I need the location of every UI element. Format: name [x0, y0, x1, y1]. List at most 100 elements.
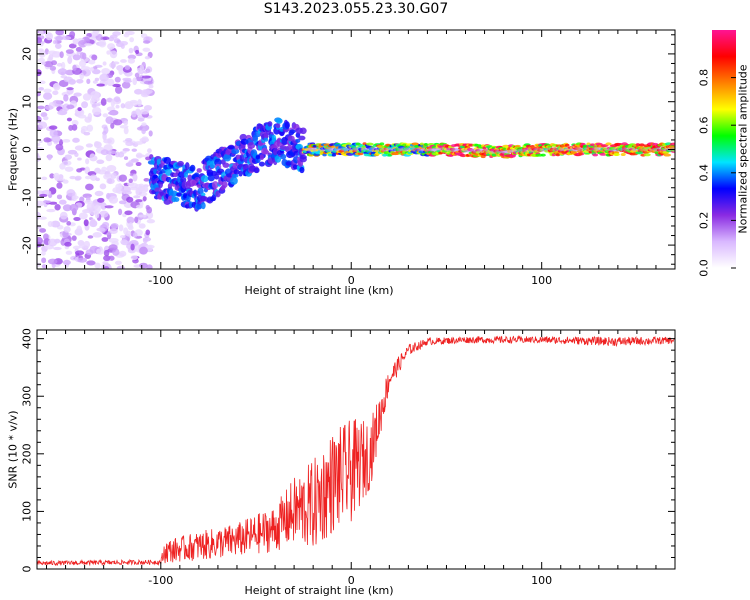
heatmap-cell	[131, 148, 138, 152]
heatmap-cell	[66, 104, 75, 110]
heatmap-cell	[89, 153, 96, 161]
heatmap-cell	[61, 61, 66, 70]
heatmap-cell	[87, 235, 94, 239]
heatmap-cell	[81, 68, 91, 77]
heatmap-cell	[86, 124, 94, 132]
snr-x-tick-label: 0	[348, 574, 355, 587]
heatmap-cell	[97, 197, 105, 203]
heatmap-cell	[142, 47, 151, 52]
spectrogram-y-axis-label: Frequency (Hz)	[7, 108, 20, 191]
heatmap-cell	[66, 189, 76, 197]
heatmap-cell	[71, 197, 77, 202]
heatmap-cell	[350, 145, 357, 149]
heatmap-cell	[139, 262, 148, 269]
heatmap-cell	[69, 175, 76, 180]
heatmap-cell	[162, 176, 167, 182]
heatmap-cell	[143, 185, 149, 192]
heatmap-cell	[253, 167, 260, 174]
heatmap-cell	[89, 174, 97, 181]
heatmap-cell	[95, 177, 100, 182]
heatmap-cell	[42, 200, 52, 204]
snr-axes: -100 0 100 0 100 200 300 400 Height of straight …	[7, 328, 676, 597]
colorbar-tick-label: 0.4	[698, 164, 711, 182]
heatmap-cell	[86, 78, 91, 85]
heatmap-cell	[173, 197, 180, 203]
heatmap-halo	[352, 147, 358, 152]
heatmap-cell	[120, 59, 127, 63]
heatmap-cell	[197, 187, 204, 195]
heatmap-cell	[459, 154, 467, 158]
heatmap-cell	[41, 250, 46, 256]
snr-x-axis-label: Height of straight line (km)	[244, 584, 393, 597]
heatmap-cell	[143, 80, 153, 85]
heatmap-cell	[104, 205, 114, 209]
heatmap-halo	[502, 149, 508, 155]
heatmap-cell	[142, 196, 147, 202]
heatmap-cell	[41, 264, 47, 269]
spectrogram-x-tick-label: -100	[148, 274, 173, 287]
heatmap-cell	[141, 122, 147, 127]
heatmap-cell	[83, 219, 89, 227]
heatmap-cell	[222, 162, 230, 168]
heatmap-cell	[121, 81, 131, 89]
heatmap-cell	[62, 259, 71, 266]
heatmap-cell	[43, 61, 54, 68]
heatmap-cell	[52, 90, 59, 96]
heatmap-cell	[148, 130, 153, 137]
heatmap-cell	[146, 264, 153, 269]
heatmap-cell	[59, 199, 67, 205]
heatmap-cell	[96, 83, 105, 87]
heatmap-cell	[103, 138, 112, 144]
heatmap-cell	[247, 142, 256, 149]
heatmap-cell	[112, 119, 123, 126]
heatmap-cell	[69, 31, 76, 39]
heatmap-cell	[132, 232, 138, 238]
heatmap-cell	[88, 59, 96, 65]
heatmap-cell	[106, 50, 111, 55]
heatmap-cell	[118, 200, 127, 205]
heatmap-cell	[540, 153, 546, 157]
heatmap-cell	[44, 105, 54, 111]
heatmap-cell	[631, 149, 636, 153]
heatmap-cell	[64, 241, 72, 247]
heatmap-cell	[509, 154, 516, 158]
heatmap-cell	[142, 40, 151, 44]
heatmap-cell	[130, 243, 135, 251]
heatmap-cell	[63, 94, 69, 102]
heatmap-cell	[56, 62, 63, 67]
heatmap-cell	[304, 148, 313, 152]
heatmap-cell	[592, 153, 599, 157]
heatmap-halo	[451, 147, 457, 153]
heatmap-cell	[91, 54, 98, 61]
heatmap-cell	[106, 178, 115, 185]
heatmap-cell	[57, 68, 68, 75]
chart-title: S143.2023.055.23.30.G07	[263, 1, 449, 17]
heatmap-cell	[176, 192, 183, 197]
heatmap-cell	[79, 72, 85, 80]
snr-x-tick-label: 100	[531, 574, 552, 587]
heatmap-cell	[412, 142, 418, 146]
heatmap-cell	[133, 195, 141, 199]
heatmap-cell	[124, 79, 133, 83]
heatmap-cell	[42, 92, 53, 100]
heatmap-cell	[83, 209, 90, 213]
heatmap-cell	[275, 118, 283, 124]
heatmap-cell	[207, 174, 215, 182]
heatmap-cell	[214, 173, 220, 180]
heatmap-cell	[85, 143, 93, 148]
heatmap-cell	[103, 255, 111, 262]
heatmap-cell	[184, 162, 190, 170]
heatmap-cell	[141, 75, 151, 79]
heatmap-cell	[65, 49, 74, 54]
heatmap-cell	[230, 176, 238, 185]
heatmap-cell	[578, 152, 583, 156]
heatmap-cell	[84, 43, 93, 47]
heatmap-cell	[102, 61, 107, 66]
heatmap-cell	[128, 178, 133, 183]
heatmap-cell	[259, 154, 265, 161]
spectrogram-heatmap	[37, 30, 675, 269]
heatmap-cell	[272, 148, 278, 156]
heatmap-cell	[78, 60, 87, 68]
heatmap-cell	[114, 85, 123, 94]
